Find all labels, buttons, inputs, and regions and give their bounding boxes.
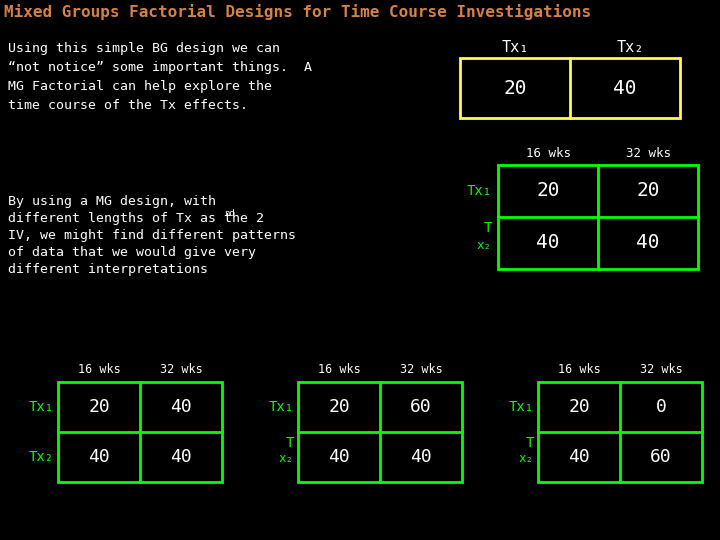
- Text: 0: 0: [656, 398, 667, 416]
- Text: Mixed Groups Factorial Designs for Time Course Investigations: Mixed Groups Factorial Designs for Time …: [4, 4, 591, 20]
- Text: 32 wks: 32 wks: [626, 147, 672, 160]
- Text: Tx₁: Tx₁: [29, 400, 54, 414]
- Text: T: T: [286, 436, 294, 450]
- Text: different interpretations: different interpretations: [8, 263, 208, 276]
- Bar: [298, 382, 462, 482]
- Text: Tx₂: Tx₂: [616, 40, 644, 55]
- Text: 40: 40: [613, 78, 636, 98]
- Text: IV, we might find different patterns: IV, we might find different patterns: [8, 229, 296, 242]
- Bar: [498, 165, 698, 269]
- Text: 20: 20: [536, 181, 559, 200]
- Text: Tx₁: Tx₁: [501, 40, 528, 55]
- Text: 40: 40: [410, 448, 432, 466]
- Text: 40: 40: [568, 448, 590, 466]
- Text: 40: 40: [170, 398, 192, 416]
- Text: 40: 40: [536, 233, 559, 253]
- Text: x₂: x₂: [477, 239, 492, 252]
- Text: 32 wks: 32 wks: [160, 363, 202, 376]
- Text: 16 wks: 16 wks: [557, 363, 600, 376]
- Text: 40: 40: [328, 448, 350, 466]
- Text: Tx₁: Tx₁: [467, 184, 492, 198]
- Text: T: T: [526, 436, 534, 450]
- Text: 20: 20: [636, 181, 660, 200]
- Text: 20: 20: [328, 398, 350, 416]
- Text: Tx₂: Tx₂: [29, 450, 54, 464]
- Text: different lengths of Tx as the 2: different lengths of Tx as the 2: [8, 212, 264, 225]
- Text: T: T: [484, 221, 492, 235]
- Text: x₂: x₂: [519, 452, 534, 465]
- Text: 40: 40: [88, 448, 110, 466]
- Text: 40: 40: [636, 233, 660, 253]
- Text: nd: nd: [224, 209, 235, 218]
- Text: x₂: x₂: [279, 452, 294, 465]
- Text: of data that we would give very: of data that we would give very: [8, 246, 256, 259]
- Bar: [538, 382, 702, 482]
- Text: By using a MG design, with: By using a MG design, with: [8, 195, 216, 208]
- Text: Tx₁: Tx₁: [509, 400, 534, 414]
- Bar: [460, 58, 680, 118]
- Text: 32 wks: 32 wks: [639, 363, 683, 376]
- Text: 20: 20: [568, 398, 590, 416]
- Text: 60: 60: [410, 398, 432, 416]
- Text: 40: 40: [170, 448, 192, 466]
- Text: 60: 60: [650, 448, 672, 466]
- Text: Tx₁: Tx₁: [269, 400, 294, 414]
- Text: 20: 20: [503, 78, 527, 98]
- Text: 16 wks: 16 wks: [318, 363, 361, 376]
- Bar: [58, 382, 222, 482]
- Text: 20: 20: [88, 398, 110, 416]
- Text: 16 wks: 16 wks: [78, 363, 120, 376]
- Text: 32 wks: 32 wks: [400, 363, 442, 376]
- Text: Using this simple BG design we can
“not notice” some important things.  A
MG Fac: Using this simple BG design we can “not …: [8, 42, 312, 112]
- Text: 16 wks: 16 wks: [526, 147, 570, 160]
